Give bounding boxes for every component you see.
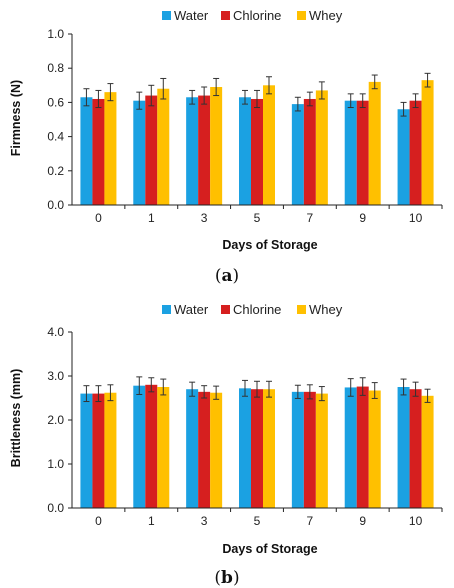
- bar-whey: [421, 80, 434, 205]
- chart-firmness: Water Chlorine Whey Firmness (N) Days of…: [9, 8, 443, 286]
- bar-water: [186, 97, 199, 205]
- bar-water: [239, 97, 251, 205]
- x-tick-label: 3: [201, 514, 208, 528]
- bar-chlorine: [409, 100, 422, 205]
- panel-label-b: (b): [214, 568, 239, 588]
- y-tick-label: 1.0: [47, 457, 64, 471]
- y-tick-label: 0.0: [47, 198, 64, 212]
- bar-whey: [368, 81, 381, 205]
- y-tick-label: 0.2: [47, 164, 64, 178]
- bar-water: [344, 100, 357, 205]
- bar-water: [291, 391, 304, 508]
- bar-whey: [104, 392, 117, 508]
- bar-chlorine: [92, 98, 105, 205]
- x-tick-label: 10: [409, 211, 423, 225]
- chart-brittleness: Water Chlorine Whey Brittleness (mm) Day…: [9, 302, 443, 588]
- x-tick-label: 9: [359, 514, 366, 528]
- bar-water: [133, 100, 146, 205]
- bar-chlorine: [198, 391, 211, 508]
- bar-water: [397, 109, 410, 205]
- bar-chlorine: [303, 98, 316, 205]
- y-tick-label: 0.6: [47, 95, 64, 109]
- bar-water: [291, 104, 304, 205]
- bar-water: [80, 393, 93, 508]
- x-tick-label: 0: [95, 211, 102, 225]
- bar-chlorine: [145, 95, 158, 205]
- bar-whey: [157, 88, 170, 205]
- bar-whey: [104, 92, 117, 205]
- legend-swatch-water: [162, 305, 171, 314]
- y-tick-label: 0.8: [47, 61, 64, 75]
- bar-chlorine: [198, 95, 211, 205]
- x-tick-label: 5: [254, 514, 261, 528]
- bar-water: [186, 389, 199, 508]
- legend-swatch-water: [162, 11, 171, 20]
- y-tick-label: 0.0: [47, 501, 64, 515]
- x-tick-label: 0: [95, 514, 102, 528]
- bar-water: [80, 97, 93, 205]
- bar-chlorine: [409, 389, 422, 508]
- y-tick-label: 3.0: [47, 369, 64, 383]
- x-tick-label: 3: [201, 211, 208, 225]
- bar-chlorine: [251, 389, 263, 508]
- legend-swatch-whey: [297, 305, 306, 314]
- bar-water: [133, 385, 146, 508]
- legend-swatch-chlorine: [221, 11, 230, 20]
- panel-label-a: (a): [215, 266, 239, 286]
- legend-label-chlorine: Chlorine: [233, 302, 281, 317]
- x-tick-label: 7: [307, 211, 314, 225]
- x-axis-title-brittleness: Days of Storage: [222, 542, 317, 556]
- x-tick-label: 1: [148, 514, 155, 528]
- x-tick-label: 7: [307, 514, 314, 528]
- bar-whey: [421, 395, 434, 508]
- y-tick-label: 4.0: [47, 325, 64, 339]
- x-tick-label: 5: [254, 211, 261, 225]
- bar-water: [344, 387, 357, 508]
- bar-whey: [263, 389, 275, 508]
- legend-firmness: Water Chlorine Whey: [162, 8, 343, 23]
- bar-chlorine: [92, 393, 105, 508]
- bar-whey: [210, 87, 223, 205]
- y-tick-label: 0.4: [47, 130, 64, 144]
- legend-brittleness: Water Chlorine Whey: [162, 302, 343, 317]
- bars-firmness: [80, 72, 434, 205]
- bar-chlorine: [303, 391, 316, 508]
- bar-whey: [210, 392, 223, 508]
- legend-label-chlorine: Chlorine: [233, 8, 281, 23]
- legend-swatch-whey: [297, 11, 306, 20]
- bars-brittleness: [80, 376, 434, 508]
- bar-chlorine: [356, 100, 369, 205]
- bar-water: [239, 388, 251, 508]
- bar-whey: [368, 390, 381, 508]
- y-axis-title-brittleness: Brittleness (mm): [9, 369, 23, 468]
- bar-whey: [157, 387, 170, 508]
- bar-whey: [263, 85, 275, 205]
- x-tick-label: 10: [409, 514, 423, 528]
- legend-label-whey: Whey: [309, 8, 343, 23]
- legend-label-whey: Whey: [309, 302, 343, 317]
- bar-chlorine: [145, 384, 158, 508]
- bar-whey: [315, 90, 328, 205]
- x-axis-title-firmness: Days of Storage: [222, 238, 317, 252]
- bar-chlorine: [356, 386, 369, 508]
- bar-water: [397, 387, 410, 508]
- x-tick-label: 9: [359, 211, 366, 225]
- bar-chlorine: [251, 98, 263, 205]
- legend-swatch-chlorine: [221, 305, 230, 314]
- bar-whey: [315, 393, 328, 508]
- y-axis-title-firmness: Firmness (N): [9, 80, 23, 156]
- y-tick-label: 2.0: [47, 413, 64, 427]
- y-tick-label: 1.0: [47, 27, 64, 41]
- legend-label-water: Water: [174, 8, 209, 23]
- legend-label-water: Water: [174, 302, 209, 317]
- x-tick-label: 1: [148, 211, 155, 225]
